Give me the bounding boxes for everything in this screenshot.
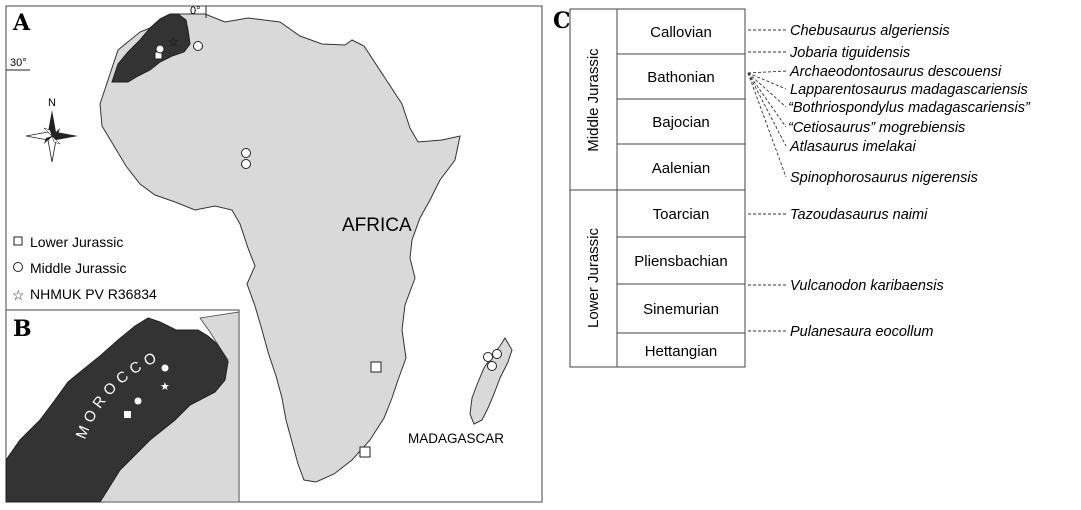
legend-middle-symbol: [13, 262, 23, 272]
latitude-label: 30°: [10, 57, 27, 69]
lower-jurassic-marker: [124, 411, 131, 418]
species-pulanesaura: Pulanesaura eocollum: [790, 324, 933, 340]
longitude-label: 0°: [190, 5, 201, 17]
strat-table: [569, 8, 746, 368]
panel-b-letter: B: [13, 316, 32, 342]
stage-callovian: Callovian: [650, 24, 712, 41]
middle-jurassic-marker: [161, 364, 169, 372]
stage-aalenian: Aalenian: [652, 160, 710, 177]
lower-jurassic-marker: [359, 446, 371, 458]
specimen-marker: ☆: [168, 35, 179, 49]
morocco-inset: [5, 317, 229, 503]
epoch-lower-jurassic: Lower Jurassic: [585, 227, 602, 328]
legend-specimen-symbol: ☆: [12, 287, 25, 303]
middle-jurassic-marker: [241, 148, 251, 158]
legend-lower-symbol: [13, 236, 23, 246]
africa-landmass: [99, 13, 461, 483]
middle-jurassic-marker: [193, 41, 203, 51]
legend-lower-label: Lower Jurassic: [30, 234, 123, 250]
legend-middle-label: Middle Jurassic: [30, 260, 126, 276]
species-bothriospondylus: “Bothriospondylus madagascariensis”: [788, 100, 1031, 116]
stage-bathonian: Bathonian: [647, 69, 715, 86]
species-vulcanodon: Vulcanodon karibaensis: [790, 278, 944, 294]
specimen-marker: ★: [160, 381, 170, 393]
species-spinophorosaurus: Spinophorosaurus nigerensis: [790, 170, 978, 186]
legend-specimen-label: NHMUK PV R36834: [30, 286, 157, 302]
compass-rose-icon: [25, 110, 78, 163]
panel-c-letter: C: [553, 8, 571, 34]
stage-pliensbachian: Pliensbachian: [634, 253, 727, 270]
stage-bajocian: Bajocian: [652, 114, 710, 131]
epoch-middle-jurassic: Middle Jurassic: [585, 48, 602, 152]
morocco-region: [111, 13, 191, 83]
species-jobaria: Jobaria tiguidensis: [789, 45, 910, 61]
middle-jurassic-marker: [492, 349, 502, 359]
species-lapparentosaurus: Lapparentosaurus madagascariensis: [790, 82, 1028, 98]
panel-a-letter: A: [12, 10, 31, 36]
stage-hettangian: Hettangian: [645, 343, 718, 360]
africa-label: AFRICA: [342, 215, 412, 236]
species-chebusaurus: Chebusaurus algeriensis: [790, 23, 950, 39]
stage-sinemurian: Sinemurian: [643, 301, 719, 318]
stage-toarcian: Toarcian: [653, 206, 710, 223]
lower-jurassic-marker: [370, 361, 382, 373]
north-label: N: [48, 97, 56, 109]
middle-jurassic-marker: [155, 44, 165, 54]
species-atlasaurus: Atlasaurus imelakai: [789, 139, 916, 155]
middle-jurassic-marker: [483, 352, 493, 362]
species-tazoudasaurus: Tazoudasaurus naimi: [790, 207, 928, 223]
middle-jurassic-marker: [487, 361, 497, 371]
middle-jurassic-marker: [241, 159, 251, 169]
panel-b-inset: ★ MOROCCO B: [5, 309, 240, 503]
middle-jurassic-marker: [134, 397, 142, 405]
species-archaeodontosaurus: Archaeodontosaurus descouensi: [789, 64, 1002, 80]
leader-lines: [747, 29, 787, 332]
species-cetiosaurus: “Cetiosaurus” mogrebiensis: [788, 120, 965, 136]
madagascar-label: MADAGASCAR: [408, 431, 504, 446]
